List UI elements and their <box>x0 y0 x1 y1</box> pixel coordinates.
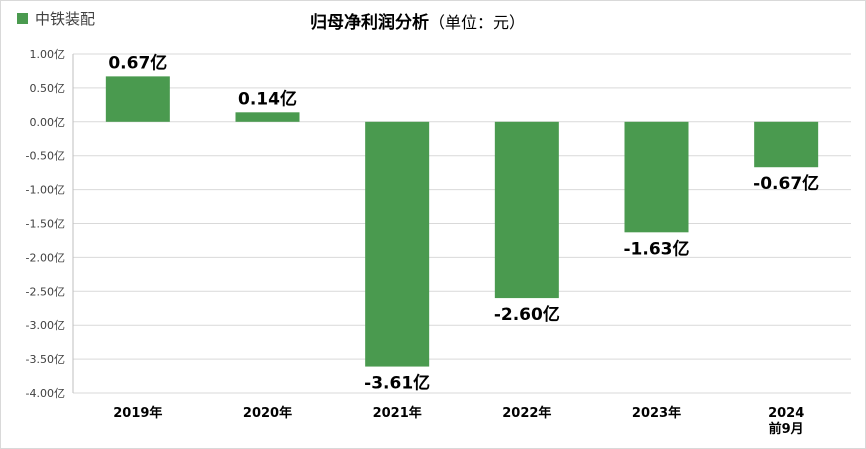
data-labels: 0.67亿 0.14亿 -3.61亿 -2.60亿 -1.63亿 -0.67亿 <box>108 52 819 393</box>
bar <box>365 121 430 367</box>
chart-title-main: 归母净利润分析 <box>310 12 429 33</box>
x-category-label: 2022年 <box>502 405 551 421</box>
y-tick-label: 0.50亿 <box>30 82 66 95</box>
x-category-label: 2019年 <box>113 405 162 421</box>
y-tick-label: 0.00亿 <box>30 116 66 129</box>
legend: 中铁装配 <box>17 10 95 28</box>
y-tick-label: -1.00亿 <box>26 184 65 197</box>
data-label: -2.60亿 <box>494 304 560 325</box>
x-category-label: 2024 <box>768 406 804 421</box>
bar <box>624 121 689 233</box>
data-label: -0.67亿 <box>753 173 819 194</box>
x-category-label: 2020年 <box>243 405 292 421</box>
legend-label: 中铁装配 <box>35 10 95 28</box>
y-tick-label: 1.00亿 <box>30 48 66 61</box>
legend-swatch <box>17 13 28 24</box>
x-category-label: 2023年 <box>632 405 681 421</box>
y-tick-label: -1.50亿 <box>26 218 65 231</box>
data-label: -3.61亿 <box>364 373 430 394</box>
data-label: -1.63亿 <box>624 238 690 259</box>
x-category-label: 前9月 <box>769 421 804 437</box>
y-tick-label: -0.50亿 <box>26 150 65 163</box>
bar <box>105 76 170 122</box>
bar <box>754 121 819 168</box>
y-tick-label: -2.00亿 <box>26 251 65 264</box>
x-category-label: 2021年 <box>373 405 422 421</box>
y-tick-label: -4.00亿 <box>26 387 65 400</box>
gridlines <box>72 53 851 394</box>
y-tick-label: -3.50亿 <box>26 353 65 366</box>
bars <box>105 76 819 367</box>
chart-title: 归母净利润分析 （单位：元） <box>310 12 525 33</box>
bar <box>494 121 559 299</box>
bar <box>235 112 300 122</box>
y-tick-label: -3.00亿 <box>26 319 65 332</box>
y-axis-ticks: 1.00亿 0.50亿 0.00亿 -0.50亿 -1.00亿 -1.50亿 -2.00亿 -… <box>26 48 65 400</box>
data-label: 0.14亿 <box>238 88 297 109</box>
data-label: 0.67亿 <box>108 52 167 73</box>
y-tick-label: -2.50亿 <box>26 285 65 298</box>
chart-title-unit: （单位：元） <box>429 13 525 32</box>
